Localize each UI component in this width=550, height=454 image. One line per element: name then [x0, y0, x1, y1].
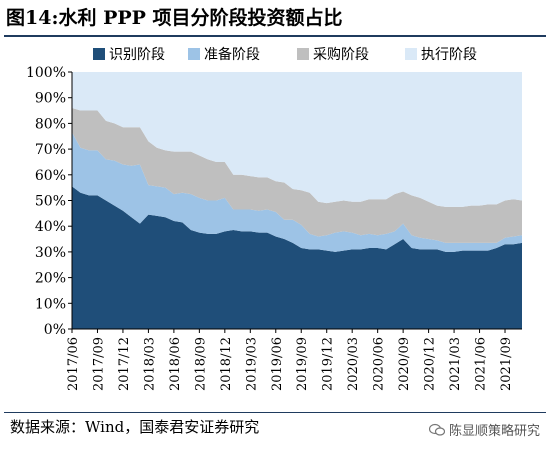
legend-swatch-4 — [405, 48, 417, 60]
source-note: 数据来源：Wind，国泰君安证券研究 — [10, 418, 260, 436]
legend-label-4: 执行阶段 — [421, 47, 477, 63]
chart-title: 图14:水利 PPP 项目分阶段投资额占比 — [6, 7, 343, 29]
y-tick-label: 0% — [44, 322, 66, 338]
x-tick-label: 2019/09 — [295, 337, 310, 391]
x-tick-label: 2020/12 — [423, 337, 438, 391]
x-tick-label: 2018/06 — [168, 337, 183, 391]
x-tick-label: 2017/09 — [91, 337, 106, 391]
legend: 识别阶段 准备阶段 采购阶段 执行阶段 — [93, 46, 477, 63]
y-axis: 0% 10% 20% 30% 40% 50% 60% 70% 80% 90% 100% — [26, 65, 73, 338]
x-tick-label: 2019/06 — [270, 337, 285, 391]
legend-swatch-3 — [297, 48, 309, 60]
x-tick-label: 2021/03 — [448, 337, 463, 391]
legend-label-2: 准备阶段 — [204, 46, 260, 63]
x-tick-label: 2021/06 — [474, 337, 489, 391]
stacked-area-chart: 识别阶段 准备阶段 采购阶段 执行阶段 0% 10% 20% 30% 40% 50% 60% 70%… — [26, 46, 522, 391]
y-tick-label: 60% — [35, 168, 66, 184]
y-tick-label: 70% — [35, 142, 66, 158]
y-tick-label: 40% — [35, 219, 66, 235]
x-tick-label: 2020/03 — [346, 337, 361, 391]
x-axis: 2017/06 2017/09 2017/12 2018/03 2018/06 2018/… — [66, 328, 522, 391]
y-tick-label: 20% — [35, 271, 66, 287]
x-tick-label: 2021/09 — [499, 337, 514, 391]
x-tick-label: 2017/06 — [66, 337, 81, 391]
y-tick-label: 80% — [35, 116, 66, 132]
area-series-2 — [72, 132, 522, 252]
area-series-3 — [72, 107, 522, 243]
legend-swatch-1 — [93, 48, 105, 60]
x-tick-label: 2019/03 — [244, 337, 259, 391]
x-tick-label: 2018/12 — [219, 337, 234, 391]
x-tick-label: 2020/09 — [397, 337, 412, 391]
source-divider — [4, 412, 546, 413]
x-tick-label: 2019/12 — [321, 337, 336, 391]
y-tick-label: 30% — [35, 245, 66, 261]
y-tick-label: 50% — [35, 194, 66, 210]
area-series-1 — [72, 186, 522, 329]
area-series-4 — [72, 72, 522, 207]
watermark-text: 陈显顺策略研究 — [448, 424, 540, 439]
y-tick-label: 10% — [35, 296, 66, 312]
x-tick-label: 2017/12 — [117, 337, 132, 391]
legend-label-1: 识别阶段 — [109, 47, 165, 63]
x-tick-label: 2020/06 — [372, 337, 387, 391]
x-tick-label: 2018/09 — [193, 337, 208, 391]
y-tick-label: 100% — [26, 65, 66, 81]
legend-swatch-2 — [188, 48, 200, 60]
plot-areas — [72, 72, 522, 329]
watermark: 陈显顺策略研究 — [428, 420, 540, 439]
legend-label-3: 采购阶段 — [313, 47, 369, 63]
wechat-icon — [428, 423, 445, 436]
y-tick-label: 90% — [35, 91, 66, 107]
title-divider — [4, 35, 546, 37]
x-tick-label: 2018/03 — [142, 337, 157, 391]
